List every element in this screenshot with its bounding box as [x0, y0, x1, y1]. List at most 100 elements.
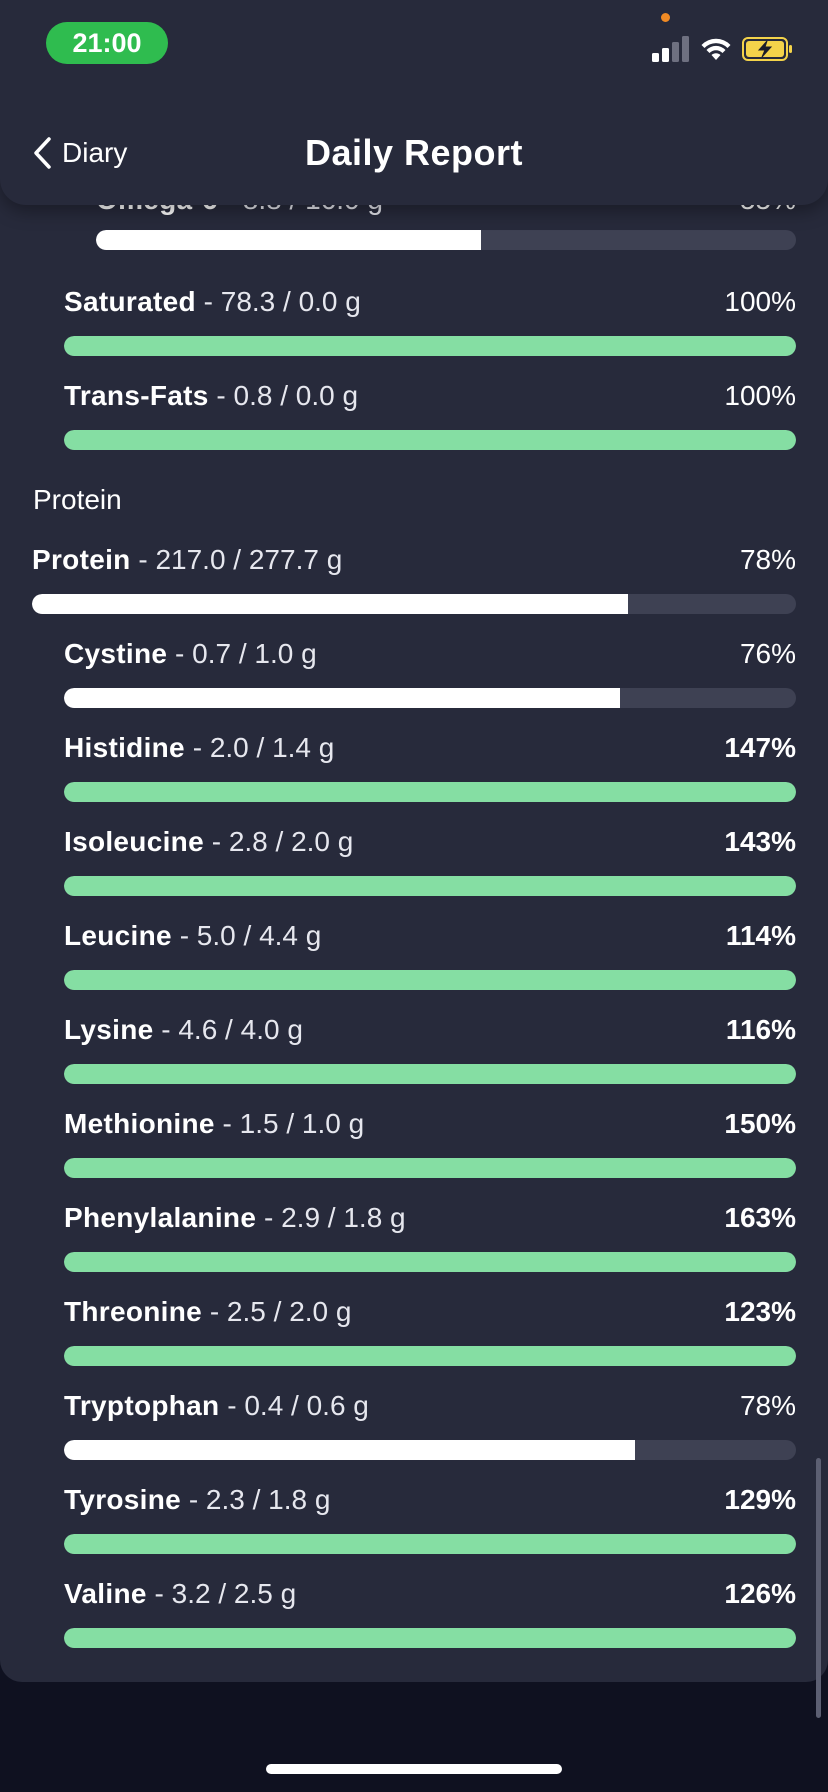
- nutrient-name: Protein: [32, 544, 131, 575]
- nutrient-row-tyrosine[interactable]: Tyrosine - 2.3 / 1.8 g 129%: [64, 1480, 796, 1556]
- nutrient-amount: - 2.9 / 1.8 g: [263, 1202, 406, 1233]
- nutrient-row-head: Trans-Fats - 0.8 / 0.0 g 100%: [64, 376, 796, 416]
- scrollbar[interactable]: [816, 1458, 821, 1718]
- nutrient-amount: - 0.4 / 0.6 g: [227, 1390, 369, 1421]
- privacy-indicator-dot: [661, 13, 670, 22]
- progress-fill: [64, 1252, 796, 1272]
- nutrient-row-methionine[interactable]: Methionine - 1.5 / 1.0 g 150%: [64, 1104, 796, 1180]
- nutrient-row-cystine[interactable]: Cystine - 0.7 / 1.0 g 76%: [64, 634, 796, 710]
- nutrient-percent: 114%: [725, 920, 796, 951]
- nutrient-name: Trans-Fats: [64, 380, 209, 411]
- nutrient-label: Histidine - 2.0 / 1.4 g: [64, 732, 334, 764]
- nutrient-amount: - 78.3 / 0.0 g: [203, 286, 361, 317]
- nutrient-row-valine[interactable]: Valine - 3.2 / 2.5 g 126%: [64, 1574, 796, 1650]
- nutrient-label: Trans-Fats - 0.8 / 0.0 g: [64, 380, 358, 412]
- progress-track: [32, 594, 796, 614]
- progress-track: [64, 336, 796, 356]
- nutrient-label: Cystine - 0.7 / 1.0 g: [64, 638, 317, 670]
- status-time-pill: 21:00: [46, 22, 168, 64]
- back-button[interactable]: Diary: [30, 133, 127, 173]
- nutrient-row-head: Lysine - 4.6 / 4.0 g 116%: [64, 1010, 796, 1050]
- nutrient-label: Protein - 217.0 / 277.7 g: [32, 544, 342, 576]
- nutrient-percent: 150%: [724, 1108, 796, 1139]
- nutrient-label: Saturated - 78.3 / 0.0 g: [64, 286, 361, 318]
- nutrient-label: Phenylalanine - 2.9 / 1.8 g: [64, 1202, 406, 1234]
- nutrient-label: Methionine - 1.5 / 1.0 g: [64, 1108, 364, 1140]
- progress-track: [64, 1158, 796, 1178]
- nutrient-amount: - 2.8 / 2.0 g: [211, 826, 354, 857]
- nutrient-name: Threonine: [64, 1296, 203, 1327]
- progress-fill: [64, 430, 796, 450]
- nutrient-percent: 143%: [724, 826, 796, 857]
- nutrient-label: Threonine - 2.5 / 2.0 g: [64, 1296, 351, 1328]
- nutrient-row-threonine[interactable]: Threonine - 2.5 / 2.0 g 123%: [64, 1292, 796, 1368]
- home-indicator[interactable]: [266, 1764, 562, 1774]
- chevron-left-icon: [34, 137, 51, 169]
- nutrient-row-head: Protein - 217.0 / 277.7 g 78%: [32, 540, 796, 580]
- progress-track: [64, 1064, 796, 1084]
- nutrient-row-head: Cystine - 0.7 / 1.0 g 76%: [64, 634, 796, 674]
- nutrient-row-tryptophan[interactable]: Tryptophan - 0.4 / 0.6 g 78%: [64, 1386, 796, 1462]
- nutrient-percent: 78%: [739, 544, 796, 575]
- nutrient-row-head: Phenylalanine - 2.9 / 1.8 g 163%: [64, 1198, 796, 1238]
- progress-fill: [96, 230, 481, 250]
- progress-fill: [64, 1628, 796, 1648]
- progress-track: [64, 1440, 796, 1460]
- nutrient-percent: 100%: [724, 380, 796, 411]
- progress-fill: [64, 1346, 796, 1366]
- nutrient-amount: - 0.8 / 0.0 g: [216, 380, 359, 411]
- nutrient-percent: 100%: [724, 286, 796, 317]
- nutrient-row-head: Methionine - 1.5 / 1.0 g 150%: [64, 1104, 796, 1144]
- nutrient-name: Histidine: [64, 732, 185, 763]
- progress-fill: [64, 688, 621, 708]
- nutrient-name: Lysine: [64, 1014, 154, 1045]
- top-header: 21:00 Diary Daily Report: [0, 0, 828, 205]
- nutrient-percent: 129%: [724, 1484, 796, 1515]
- nutrient-label: Lysine - 4.6 / 4.0 g: [64, 1014, 303, 1046]
- cellular-signal-icon: [652, 36, 689, 62]
- nutrient-name: Valine: [64, 1578, 147, 1609]
- nutrient-row-leucine[interactable]: Leucine - 5.0 / 4.4 g 114%: [64, 916, 796, 992]
- nutrient-row-head: Leucine - 5.0 / 4.4 g 114%: [64, 916, 796, 956]
- nutrient-name: Phenylalanine: [64, 1202, 257, 1233]
- nutrient-row-protein-total[interactable]: Protein - 217.0 / 277.7 g 78%: [32, 540, 796, 616]
- nutrient-row-phenylalanine[interactable]: Phenylalanine - 2.9 / 1.8 g 163%: [64, 1198, 796, 1274]
- nutrient-row-head: Histidine - 2.0 / 1.4 g 147%: [64, 728, 796, 768]
- nutrient-name: Saturated: [64, 286, 196, 317]
- back-button-label: Diary: [62, 137, 128, 168]
- nutrient-amount: - 3.2 / 2.5 g: [154, 1578, 297, 1609]
- nutrient-row-isoleucine[interactable]: Isoleucine - 2.8 / 2.0 g 143%: [64, 822, 796, 898]
- report-card: Omega-6 - 8.8 / 16.0 g 55% Saturated - 7…: [0, 0, 828, 1682]
- progress-fill: [32, 594, 628, 614]
- progress-track: [64, 430, 796, 450]
- nutrient-percent: 147%: [724, 732, 796, 763]
- progress-fill: [64, 782, 796, 802]
- nutrient-row-head: Tryptophan - 0.4 / 0.6 g 78%: [64, 1386, 796, 1426]
- progress-fill: [64, 336, 796, 356]
- nutrient-row-histidine[interactable]: Histidine - 2.0 / 1.4 g 147%: [64, 728, 796, 804]
- nutrient-row-lysine[interactable]: Lysine - 4.6 / 4.0 g 116%: [64, 1010, 796, 1086]
- wifi-icon: [701, 38, 731, 60]
- nutrient-amount: - 0.7 / 1.0 g: [175, 638, 317, 669]
- nutrient-row-head: Saturated - 78.3 / 0.0 g 100%: [64, 282, 796, 322]
- nutrient-row-head: Valine - 3.2 / 2.5 g 126%: [64, 1574, 796, 1614]
- progress-track: [64, 688, 796, 708]
- nutrient-name: Methionine: [64, 1108, 215, 1139]
- nutrient-amount: - 4.6 / 4.0 g: [161, 1014, 303, 1045]
- nutrient-label: Isoleucine - 2.8 / 2.0 g: [64, 826, 353, 858]
- nutrient-percent: 116%: [725, 1014, 796, 1045]
- nutrient-label: Valine - 3.2 / 2.5 g: [64, 1578, 296, 1610]
- progress-track: [64, 1534, 796, 1554]
- nutrient-row-head: Isoleucine - 2.8 / 2.0 g 143%: [64, 822, 796, 862]
- nutrient-row-trans-fats[interactable]: Trans-Fats - 0.8 / 0.0 g 100%: [64, 376, 796, 452]
- battery-charging-icon: [742, 37, 792, 61]
- nutrient-percent: 126%: [724, 1578, 796, 1609]
- progress-track: [64, 782, 796, 802]
- nutrient-amount: - 2.5 / 2.0 g: [209, 1296, 352, 1327]
- page-title: Daily Report: [304, 132, 524, 173]
- nutrient-row-head: Threonine - 2.5 / 2.0 g 123%: [64, 1292, 796, 1332]
- progress-fill: [64, 876, 796, 896]
- progress-fill: [64, 1440, 635, 1460]
- nutrient-row-saturated[interactable]: Saturated - 78.3 / 0.0 g 100%: [64, 282, 796, 358]
- nutrient-label: Tryptophan - 0.4 / 0.6 g: [64, 1390, 369, 1422]
